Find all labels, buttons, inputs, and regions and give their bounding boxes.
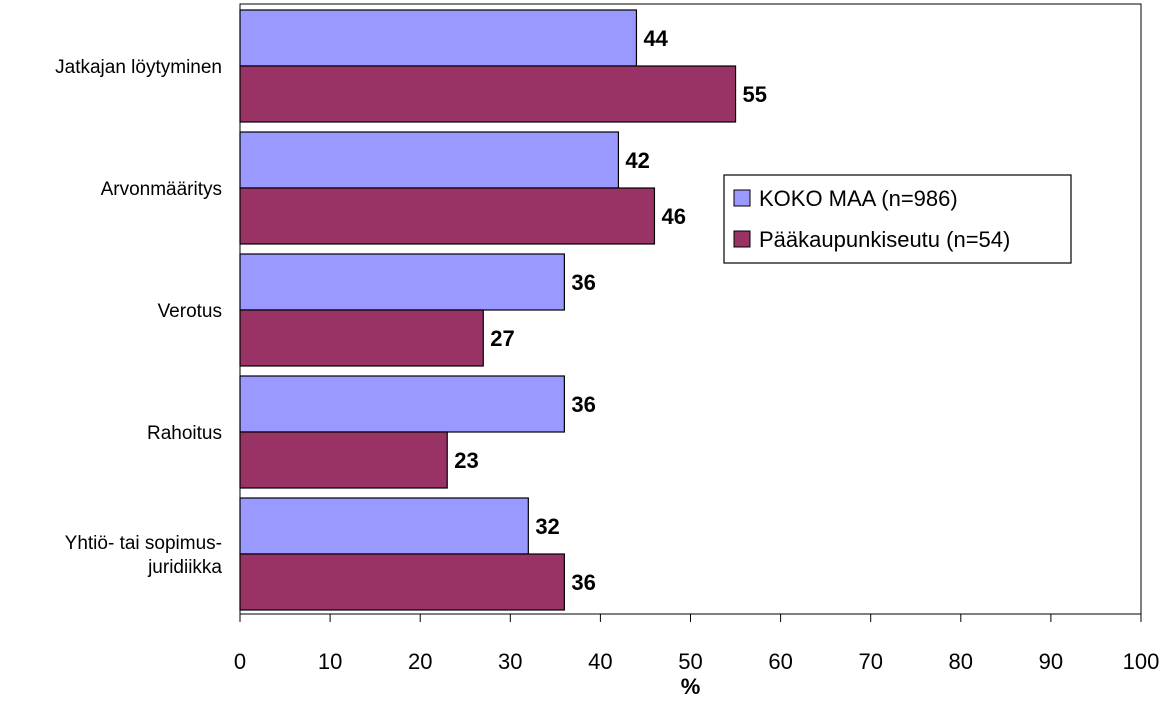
category-label: Yhtiö- tai sopimus- — [65, 533, 222, 554]
bar-paakaupunkiseutu-3 — [239, 431, 448, 489]
bar-paakaupunkiseutu-4 — [239, 553, 565, 611]
legend-swatch — [733, 230, 751, 248]
x-tick-label: 100 — [1123, 649, 1160, 674]
x-tick-label: 20 — [408, 649, 432, 674]
category-label: Rahoitus — [147, 423, 222, 444]
x-tick-label: 40 — [588, 649, 612, 674]
legend-box — [723, 174, 1072, 264]
x-axis-title: % — [681, 674, 701, 697]
category-label: Jatkajan löytyminen — [55, 57, 222, 78]
data-label: 27 — [490, 326, 514, 351]
x-tick-label: 70 — [858, 649, 882, 674]
category-label: juridiikka — [147, 557, 222, 578]
bar-koko-maa-1 — [239, 131, 620, 189]
data-label: 36 — [571, 270, 595, 295]
x-tick-label: 30 — [498, 649, 522, 674]
data-label: 44 — [643, 26, 668, 51]
x-tick-label: 50 — [678, 649, 702, 674]
data-label: 46 — [661, 204, 685, 229]
x-tick-label: 10 — [318, 649, 342, 674]
x-tick-label: 60 — [768, 649, 792, 674]
data-label: 32 — [535, 514, 559, 539]
bar-koko-maa-4 — [239, 497, 529, 555]
category-label: Arvonmääritys — [101, 179, 222, 200]
legend-label: KOKO MAA (n=986) — [759, 186, 958, 211]
category-label: Verotus — [158, 301, 222, 322]
data-label: 42 — [625, 148, 649, 173]
bar-paakaupunkiseutu-2 — [239, 309, 484, 367]
legend-swatch — [733, 189, 751, 207]
x-tick-label: 80 — [949, 649, 973, 674]
data-label: 36 — [571, 570, 595, 595]
bar-koko-maa-0 — [239, 9, 638, 67]
data-label: 55 — [743, 82, 767, 107]
x-tick-label: 0 — [234, 649, 246, 674]
bar-koko-maa-2 — [239, 253, 565, 311]
data-label: 36 — [571, 392, 595, 417]
bar-paakaupunkiseutu-0 — [239, 65, 737, 123]
legend-label: Pääkaupunkiseutu (n=54) — [759, 227, 1010, 252]
x-tick-label: 90 — [1039, 649, 1063, 674]
bar-koko-maa-3 — [239, 375, 565, 433]
data-label: 23 — [454, 448, 478, 473]
bar-paakaupunkiseutu-1 — [239, 187, 656, 245]
